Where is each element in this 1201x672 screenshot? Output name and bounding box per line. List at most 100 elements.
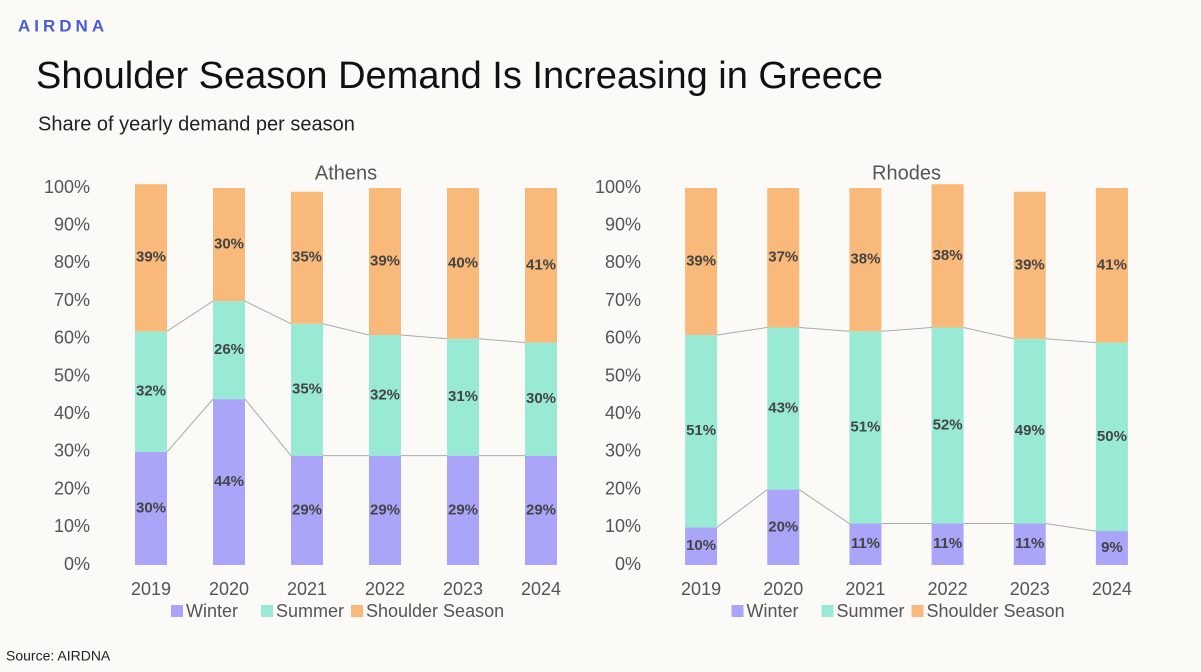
bar-segment — [291, 191, 323, 324]
bar-segment — [1013, 523, 1046, 565]
legend-swatch — [911, 605, 924, 617]
legend-swatch — [351, 605, 363, 617]
data-label: 49% — [1015, 422, 1045, 439]
bar-segment — [213, 188, 245, 302]
y-tick-label: 0% — [615, 554, 641, 574]
bar-segment — [931, 184, 964, 328]
bar-segment — [849, 188, 882, 332]
y-tick-label: 90% — [605, 214, 641, 234]
bar-segment — [135, 451, 167, 565]
chart-title: Athens — [315, 162, 377, 184]
connector-line — [717, 326, 768, 336]
connector-line — [963, 327, 1014, 340]
x-tick-label: 2024 — [1092, 579, 1132, 599]
x-tick-label: 2021 — [845, 579, 885, 599]
legend-label: Winter — [747, 601, 799, 621]
data-label: 52% — [933, 416, 963, 433]
data-label: 41% — [526, 256, 556, 273]
x-tick-label: 2019 — [131, 579, 171, 599]
y-tick-label: 100% — [595, 177, 641, 197]
data-label: 29% — [526, 501, 556, 518]
data-label: 29% — [370, 501, 400, 518]
bar-segment — [447, 338, 479, 456]
y-tick-label: 0% — [64, 554, 90, 574]
bar-segment — [525, 188, 557, 343]
bar-segment — [1095, 342, 1128, 532]
legend-label: Shoulder Season — [366, 601, 504, 621]
legend-swatch — [821, 605, 834, 617]
data-label: 39% — [370, 252, 400, 269]
connector-line — [881, 326, 932, 332]
bar-segment — [447, 455, 479, 565]
bar-segment — [291, 323, 323, 456]
legend-label: Summer — [276, 601, 344, 621]
y-tick-label: 80% — [54, 252, 90, 272]
chart-title: Rhodes — [872, 162, 941, 184]
y-tick-label: 20% — [605, 478, 641, 498]
data-label: 39% — [1015, 256, 1045, 273]
x-tick-label: 2020 — [209, 579, 249, 599]
data-label: 39% — [686, 252, 716, 269]
legend-swatch — [261, 605, 273, 617]
bar-segment — [369, 455, 401, 565]
bar-segment — [525, 455, 557, 565]
connector-line — [166, 398, 214, 453]
data-label: 38% — [933, 247, 963, 264]
y-tick-label: 70% — [54, 290, 90, 310]
connector-line — [478, 338, 526, 344]
bar-segment — [369, 335, 401, 456]
data-label: 31% — [448, 388, 478, 405]
bar-segment — [369, 188, 401, 336]
connector-line — [400, 334, 448, 340]
connector-line — [244, 300, 292, 325]
bar-segment — [291, 455, 323, 565]
bar-segment — [1095, 531, 1128, 565]
connector-line — [166, 300, 214, 332]
connector-line — [1045, 523, 1096, 532]
y-tick-label: 30% — [54, 441, 90, 461]
data-label: 35% — [292, 249, 322, 266]
x-tick-label: 2022 — [365, 579, 405, 599]
connector-line — [1045, 338, 1096, 344]
y-tick-label: 50% — [54, 365, 90, 385]
bar-segment — [213, 399, 245, 565]
bar-segment — [767, 188, 800, 328]
data-label: 30% — [136, 499, 166, 516]
connector-line — [798, 489, 850, 524]
bar-segment — [685, 527, 718, 565]
y-tick-label: 30% — [605, 441, 641, 461]
y-tick-label: 90% — [54, 214, 90, 234]
slide-subtitle: Share of yearly demand per season — [38, 113, 355, 135]
data-label: 44% — [214, 473, 244, 490]
bar-segment — [931, 327, 964, 524]
bar-segment — [767, 327, 800, 490]
data-label: 26% — [214, 341, 244, 358]
y-tick-label: 100% — [44, 177, 90, 197]
data-label: 9% — [1101, 539, 1123, 556]
y-tick-label: 10% — [54, 516, 90, 536]
x-tick-label: 2019 — [681, 579, 721, 599]
connector-line — [244, 398, 292, 456]
data-label: 10% — [686, 537, 716, 554]
data-label: 51% — [686, 422, 716, 439]
data-label: 11% — [851, 535, 880, 552]
bar-segment — [213, 301, 245, 400]
connector-line — [799, 326, 850, 332]
y-tick-label: 80% — [605, 252, 641, 272]
data-label: 30% — [214, 236, 244, 253]
data-label: 35% — [292, 381, 322, 398]
y-tick-label: 10% — [605, 516, 641, 536]
data-label: 29% — [448, 501, 478, 518]
bar-segment — [1013, 338, 1046, 524]
data-label: 38% — [850, 251, 880, 268]
legend-label: Shoulder Season — [927, 601, 1065, 621]
slide-title: Shoulder Season Demand Is Increasing in … — [36, 55, 883, 97]
data-label: 32% — [136, 383, 166, 400]
x-tick-label: 2020 — [763, 579, 803, 599]
y-tick-label: 70% — [605, 290, 641, 310]
legend-swatch — [171, 605, 183, 617]
bar-segment — [1013, 191, 1046, 339]
data-label: 43% — [768, 400, 798, 417]
logo: AIRDNA — [18, 16, 108, 35]
